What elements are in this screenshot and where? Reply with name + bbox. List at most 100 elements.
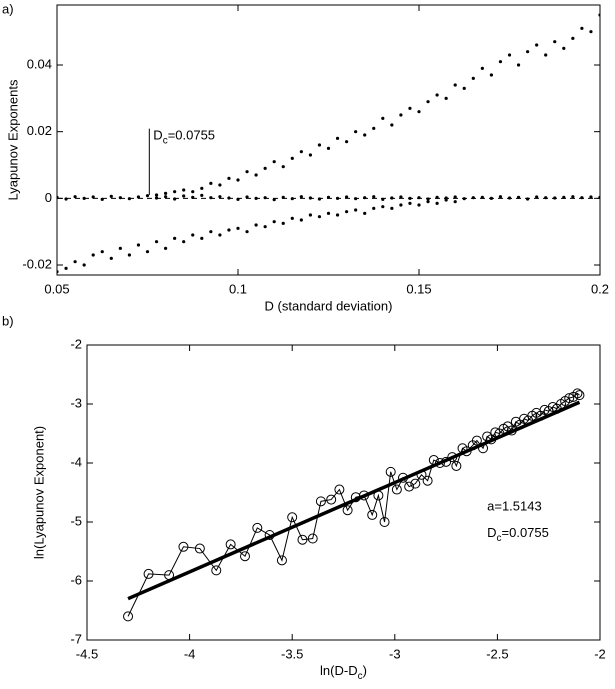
data-point [173,197,177,201]
data-point [100,250,104,254]
data-point [354,130,358,134]
data-point [574,390,585,401]
annotation-main: D [487,525,496,540]
data-point [178,541,189,552]
data-point [91,253,95,257]
data-point [109,194,113,198]
data-point [408,201,412,205]
data-point [435,93,439,97]
data-point [73,195,77,199]
data-point [422,475,433,486]
data-point [490,427,501,438]
annotation-rest: =0.0755 [168,128,215,143]
y-tick-label: 0 [45,190,52,205]
annotation-rest: =0.0755 [502,525,549,540]
data-point [435,201,439,205]
data-point [218,183,222,187]
data-point [57,195,59,199]
data-point [390,196,394,200]
data-point [191,195,195,199]
y-tick-label: 0.02 [27,123,52,138]
data-point [64,266,68,270]
annotation: a=1.5143 [487,499,542,514]
data-point [489,196,493,200]
data-point [462,197,466,201]
data-point [127,253,131,257]
data-point [245,230,249,234]
data-point [326,146,331,150]
x-axis-label: ln(D-Dc) [320,663,367,681]
data-point [200,186,204,190]
data-point [182,240,186,244]
data-point [589,195,593,199]
data-point [526,50,530,54]
data-point [399,113,403,117]
data-point [227,228,231,232]
data-point [272,220,276,224]
data-point [118,196,122,200]
data-point [451,460,462,471]
data-point [236,178,240,182]
x-tick-label: -2.5 [486,646,508,661]
data-point [334,484,345,495]
data-point [444,96,448,100]
data-point [287,512,298,523]
data-point [64,197,68,201]
data-point [417,110,421,114]
data-point [335,136,340,140]
data-point [489,73,493,77]
annotation-main: a=1.5143 [487,499,542,514]
data-point [145,194,150,198]
data-point [308,213,312,217]
data-point [572,388,583,399]
data-point [507,196,512,200]
data-point [227,196,231,200]
x-tick-label: -2 [594,646,606,661]
data-point [345,195,349,199]
data-point [123,611,134,622]
data-point [173,190,177,194]
data-point [154,196,159,200]
data-point [553,40,557,44]
data-point [240,551,251,562]
data-point [372,195,376,199]
y-axis-label: Lyapunov Exponents [5,79,20,200]
data-point [391,484,402,495]
data-point [252,522,263,533]
x-tick-label: -3 [389,646,401,661]
x-tick-label: 0.05 [44,281,69,296]
data-point [399,203,403,207]
annotation: Dc=0.0755 [487,525,549,543]
data-point [254,196,258,200]
data-point [562,46,566,50]
data-point [345,210,349,214]
annotation: Dc=0.0755 [153,128,215,146]
data-point [345,140,349,144]
data-point [182,194,186,198]
data-point [263,225,267,229]
x-tick-label: -4 [184,646,196,661]
data-point [498,195,503,199]
data-point [100,197,104,201]
panel-label: b) [2,313,14,328]
data-point [263,166,267,170]
series-line [127,400,581,601]
data-point [194,543,205,554]
data-point [453,200,457,204]
data-point [315,496,326,507]
data-point [245,170,249,174]
data-point [236,226,240,230]
y-tick-label: -3 [70,395,82,410]
x-tick-label: -4.5 [76,646,98,661]
data-point [562,195,566,199]
data-point [73,260,77,264]
data-point [385,466,396,477]
x-tick-label: -3.5 [281,646,303,661]
x-tick-label: 0.15 [406,281,431,296]
x-axis-label: D (standard deviation) [265,298,393,313]
data-point [381,197,385,201]
data-point [526,197,530,201]
data-point [408,106,412,110]
plot-frame [86,344,601,641]
data-point [372,126,376,130]
